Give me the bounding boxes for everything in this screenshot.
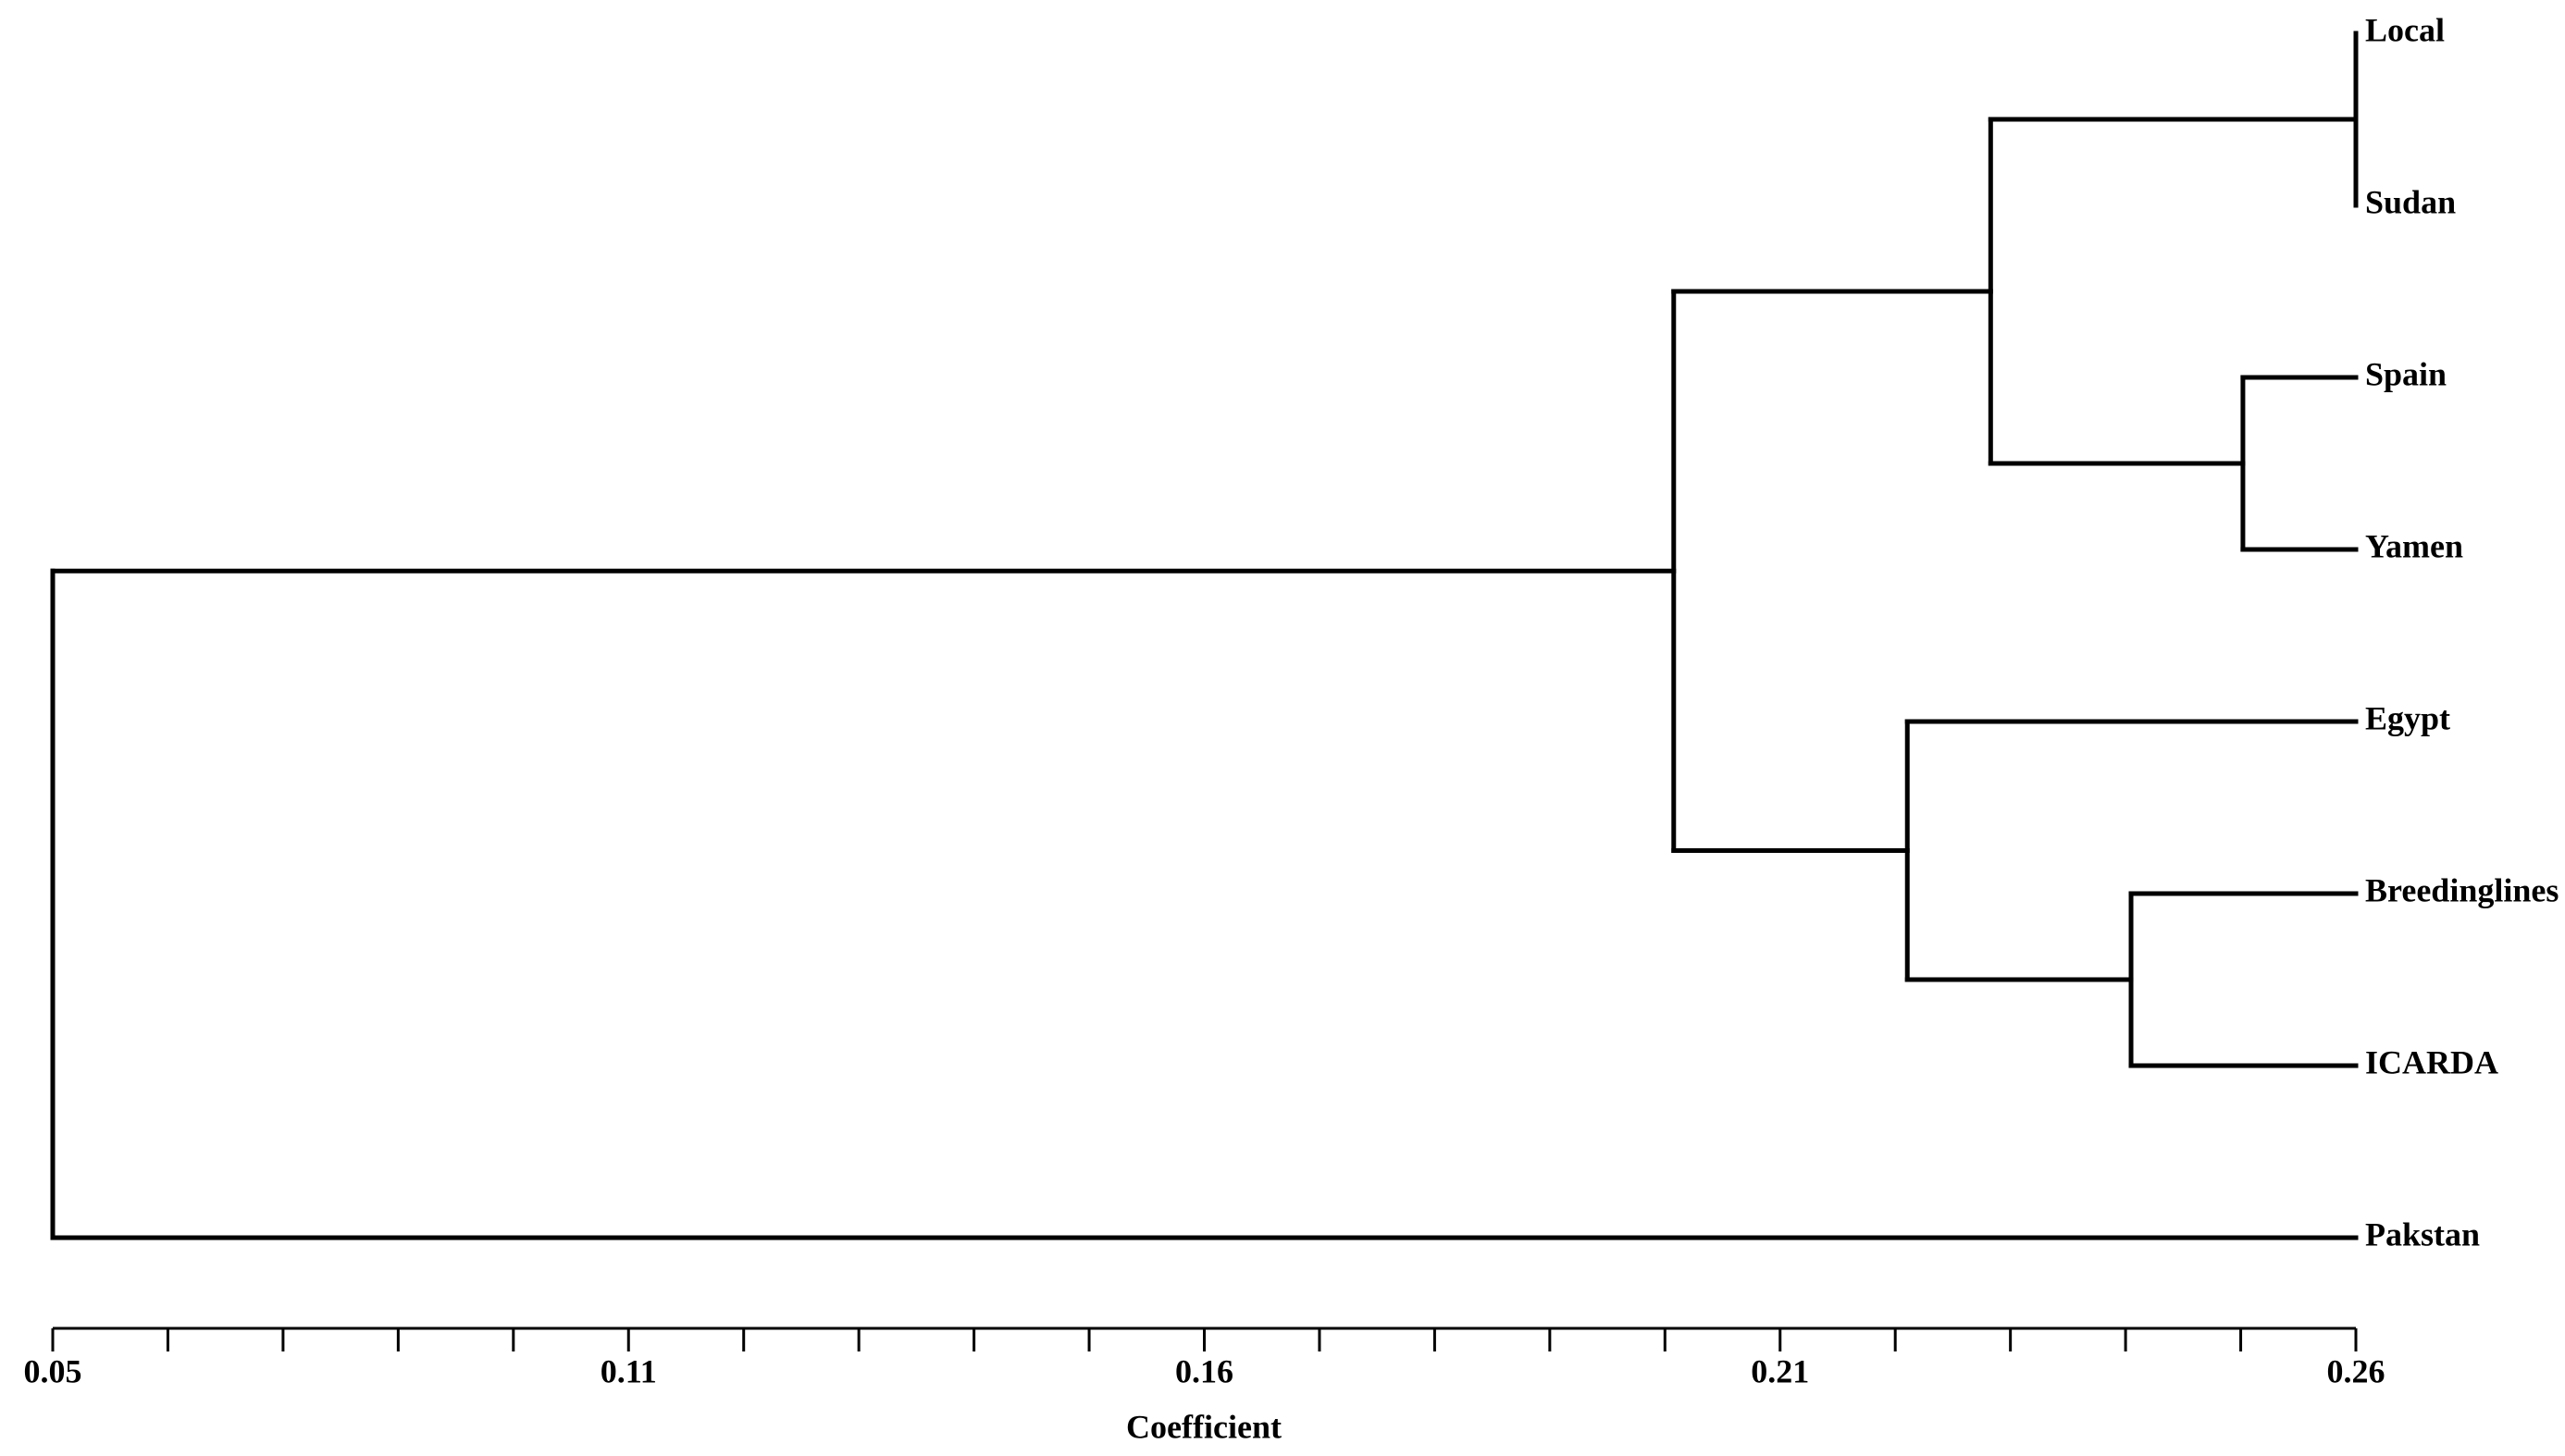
leaf-label: Local <box>2365 11 2445 48</box>
x-axis-title: Coefficient <box>1126 1408 1282 1445</box>
x-tick-label: 0.16 <box>1175 1352 1233 1389</box>
x-tick-label: 0.26 <box>2327 1352 2385 1389</box>
x-tick-label: 0.21 <box>1751 1352 1809 1389</box>
x-tick-label: 0.11 <box>601 1352 657 1389</box>
leaf-label: Yamen <box>2365 527 2463 564</box>
leaf-label: Pakstan <box>2365 1215 2480 1252</box>
leaf-label: ICARDA <box>2365 1043 2498 1080</box>
leaf-label: Spain <box>2365 355 2447 392</box>
leaf-label: Sudan <box>2365 183 2456 220</box>
x-tick-label: 0.05 <box>24 1352 82 1389</box>
leaf-label: Egypt <box>2365 699 2450 736</box>
leaf-label: Breedinglines <box>2365 871 2559 908</box>
